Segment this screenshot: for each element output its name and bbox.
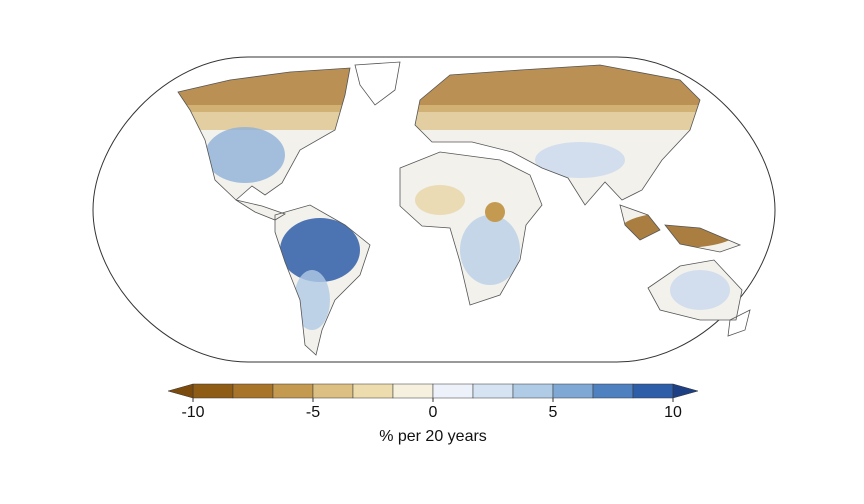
colorbar-bin xyxy=(432,383,474,399)
colorbar-bin xyxy=(272,383,314,399)
colorbar-tick-label: 0 xyxy=(429,404,438,421)
colorbar-bin xyxy=(232,383,274,399)
colorbar-extend-low xyxy=(167,383,194,399)
colorbar-bin xyxy=(592,383,634,399)
colorbar-bin xyxy=(192,383,234,399)
coastlines xyxy=(177,61,751,356)
colorbar-tick-label: -5 xyxy=(306,404,320,421)
colorbar-bin xyxy=(472,383,514,399)
colorbar-tick-label: 10 xyxy=(664,404,682,421)
colorbar-bin xyxy=(632,383,674,399)
colorbar-bin xyxy=(392,383,434,399)
colorbar-bin xyxy=(552,383,594,399)
colorbar-tick-label: -10 xyxy=(181,404,204,421)
colorbar-bin xyxy=(512,383,554,399)
colorbar-bin xyxy=(312,383,354,399)
colorbar-label: % per 20 years xyxy=(379,428,487,445)
colorbar-bin xyxy=(352,383,394,399)
colorbar-tick-label: 5 xyxy=(549,404,558,421)
colorbar-extend-high xyxy=(672,383,699,399)
